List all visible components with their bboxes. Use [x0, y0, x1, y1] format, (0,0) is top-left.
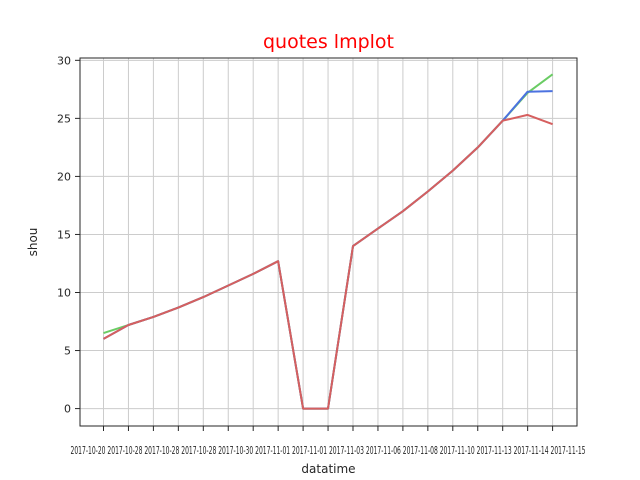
series-lines — [103, 73, 554, 410]
y-tick-label: 10 — [57, 286, 71, 299]
series-line — [103, 113, 553, 410]
x-axis-label: datatime — [301, 462, 355, 476]
grid-lines — [80, 58, 577, 426]
y-tick-label: 20 — [57, 170, 71, 183]
y-tick-label: 0 — [64, 403, 71, 416]
y-axis-ticks: 0 5 10 15 20 25 30 — [57, 54, 80, 416]
y-tick-label: 25 — [57, 112, 71, 125]
y-tick-label: 5 — [64, 345, 71, 358]
x-tick-labels: 2017-10-20 2017-10-28 2017-10-28 2017-10… — [71, 444, 586, 457]
y-tick-label: 15 — [57, 228, 71, 241]
y-tick-label: 30 — [57, 54, 71, 67]
x-axis-ticks — [103, 426, 554, 431]
y-axis-label: shou — [26, 228, 40, 257]
chart-title: quotes lmplot — [263, 31, 394, 53]
